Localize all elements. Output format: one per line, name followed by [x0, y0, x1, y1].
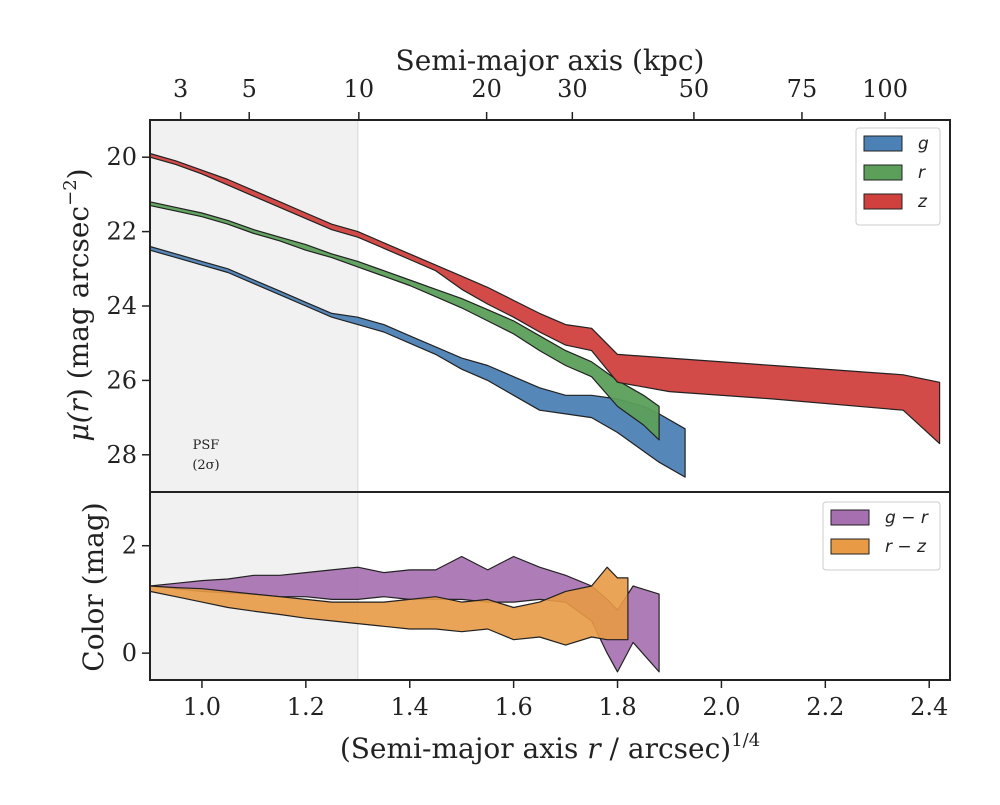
main-legend-swatch	[863, 193, 903, 210]
top-x-tick-label: 3	[173, 75, 188, 103]
bottom-axis-title: (Semi-major axis r / arcsec)1/4	[340, 730, 760, 765]
psf-label-line2: (2σ)	[192, 458, 219, 473]
psf-label-line1: PSF	[193, 438, 220, 453]
main-legend-swatch	[863, 164, 903, 181]
color-profile-panel: 0 2 1.0 1.2 1.4 1.6 1.8 2.0 2.2 2.4 g − r r − z	[122, 491, 951, 721]
color-legend-swatch	[830, 538, 870, 555]
bottom-x-tick-label: 1.2	[287, 693, 325, 721]
main-y-axis-title: μ(r) (mag arcsec−2)	[60, 168, 95, 441]
top-x-tick-label: 5	[242, 75, 257, 103]
main-y-tick-label: 22	[106, 218, 137, 246]
color-y-axis-title: Color (mag)	[77, 502, 110, 671]
color-legend-label: g − r	[885, 508, 929, 528]
band-g	[149, 245, 686, 478]
bottom-x-tick-label: 2.4	[910, 693, 948, 721]
band-color-0	[149, 555, 660, 673]
main-y-tick-label: 28	[106, 441, 137, 469]
main-y-tick-label: 24	[106, 292, 137, 320]
main-legend-swatch	[863, 135, 903, 152]
bottom-x-tick-label: 1.4	[391, 693, 429, 721]
color-legend-swatch	[830, 509, 870, 526]
bottom-x-tick-label: 1.8	[598, 693, 636, 721]
main-legend-label: z	[917, 192, 928, 212]
top-x-tick-label: 100	[862, 75, 908, 103]
band-r	[149, 201, 660, 441]
main-legend-label: r	[918, 163, 926, 183]
color-y-tick-label: 2	[122, 532, 137, 560]
bottom-x-tick-label: 1.0	[183, 693, 221, 721]
bottom-x-tick-label: 2.0	[702, 693, 740, 721]
main-y-tick-label: 20	[106, 143, 137, 171]
main-y-tick-label: 26	[106, 366, 137, 394]
top-x-tick-label: 30	[557, 75, 588, 103]
color-panel-frame	[149, 491, 951, 681]
band-color-1	[149, 566, 629, 646]
top-x-tick-label: 20	[471, 75, 502, 103]
band-z	[149, 152, 941, 445]
color-legend-label: r − z	[885, 537, 927, 557]
top-x-tick-label: 10	[344, 75, 375, 103]
top-x-tick-label: 50	[679, 75, 710, 103]
bottom-x-tick-label: 1.6	[495, 693, 533, 721]
main-legend-label: g	[918, 134, 929, 154]
top-axis-title: Semi-major axis (kpc)	[396, 44, 705, 77]
top-x-tick-label: 75	[787, 75, 818, 103]
bottom-x-tick-label: 2.2	[806, 693, 844, 721]
color-y-tick-label: 0	[122, 639, 137, 667]
